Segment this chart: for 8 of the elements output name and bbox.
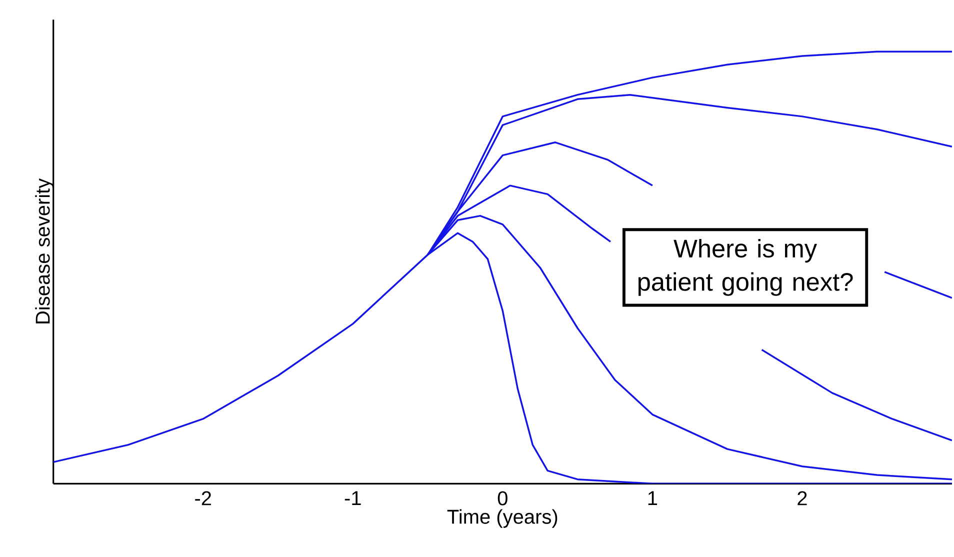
- x-tick-label: 2: [798, 491, 807, 506]
- x-tick-label: -1: [344, 491, 361, 505]
- x-tick-label: 0: [498, 491, 508, 506]
- annotation: Where is my patient going next?: [638, 238, 853, 296]
- y-axis-title: Disease severity: [35, 178, 54, 324]
- x-axis-title: Time (years): [447, 509, 558, 528]
- x-tick-label: 1: [648, 491, 658, 505]
- x-tick-label: -2: [195, 491, 212, 506]
